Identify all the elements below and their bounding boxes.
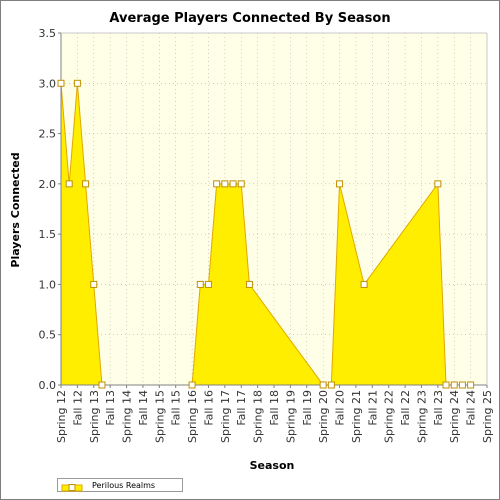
x-tick-label: Fall 17 [235,390,248,426]
y-tick-label: 2.5 [39,128,57,141]
x-tick-label: Fall 20 [334,390,347,426]
y-tick-label: 0.0 [39,379,57,392]
x-tick-label: Fall 16 [202,390,215,426]
data-point [467,381,475,389]
legend-label: Perilous Realms [92,480,156,490]
x-tick-label: Fall 24 [465,390,478,426]
data-point [204,280,212,288]
x-tick-label: Fall 23 [432,390,445,426]
x-tick-label: Fall 18 [268,390,281,426]
x-tick-label: Fall 15 [170,390,183,426]
data-point [360,280,368,288]
x-tick-label: Spring 24 [448,390,461,443]
data-point [336,180,344,188]
x-tick-label: Spring 14 [121,390,134,443]
data-point [65,180,73,188]
data-point [73,79,81,87]
data-point [327,381,335,389]
data-point [245,280,253,288]
data-point [82,180,90,188]
data-point [98,381,106,389]
y-tick-label: 3.5 [39,27,57,40]
data-point [229,180,237,188]
y-tick-labels: 0.0 0.5 1.0 1.5 2.0 2.5 3.0 3.5 [39,27,61,392]
data-point [90,280,98,288]
x-axis-title: Season [250,459,295,472]
data-point [450,381,458,389]
x-tick-label: Spring 23 [415,390,428,443]
x-tick-label: Fall 13 [104,390,117,426]
data-point [434,180,442,188]
y-tick-label: 2.0 [39,178,57,191]
data-point [237,180,245,188]
legend-swatch [58,479,86,492]
chart-title: Average Players Connected By Season [109,11,390,26]
x-tick-label: Spring 25 [481,390,494,443]
x-tick-label: Spring 22 [383,390,396,443]
x-tick-label: Spring 17 [219,390,232,443]
x-tick-label: Spring 15 [153,390,166,443]
data-point [458,381,466,389]
data-point [319,381,327,389]
y-tick-label: 1.0 [39,278,57,291]
data-point [442,381,450,389]
data-point [213,180,221,188]
y-tick-label: 1.5 [39,228,57,241]
x-tick-label: Spring 12 [55,390,68,443]
y-tick-label: 0.5 [39,329,57,342]
y-tick-label: 3.0 [39,77,57,90]
data-point [196,280,204,288]
data-point [188,381,196,389]
x-tick-label: Spring 19 [284,390,297,443]
data-point [57,79,65,87]
data-point-markers [57,79,475,389]
data-point [221,180,229,188]
x-tick-label: Spring 13 [88,390,101,443]
x-tick-label: Spring 20 [317,390,330,443]
x-tick-label: Fall 12 [71,390,84,426]
x-tick-label: Fall 22 [399,390,412,426]
x-tick-label: Fall 14 [137,390,150,426]
x-tick-label: Fall 21 [366,390,379,426]
x-tick-label: Spring 18 [252,390,265,443]
y-axis-title: Players Connected [9,152,22,267]
x-tick-label: Spring 21 [350,390,363,443]
x-tick-label: Fall 19 [301,390,314,426]
x-tick-labels: Spring 12 Fall 12 Spring 13 Fall 13 Spring 1… [55,385,494,443]
x-tick-label: Spring 16 [186,390,199,443]
legend: Perilous Realms [57,478,183,492]
